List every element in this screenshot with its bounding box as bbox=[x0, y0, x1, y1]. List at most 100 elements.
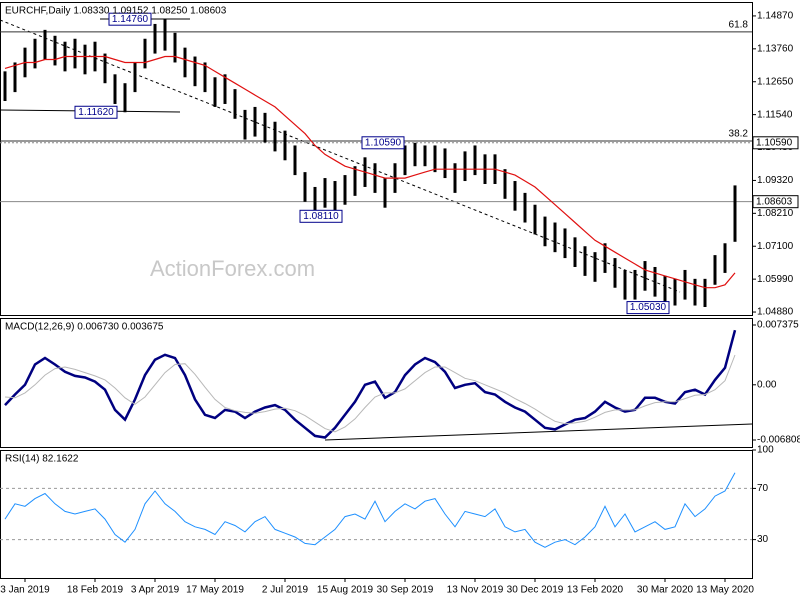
x-tick-label: 3 Apr 2019 bbox=[131, 585, 180, 596]
annotation-box bbox=[299, 209, 343, 223]
price-bar bbox=[463, 151, 467, 182]
x-tick-label: 13 May 2020 bbox=[696, 585, 754, 596]
y-tick-label: 0.00 bbox=[757, 379, 777, 390]
price-bar bbox=[543, 216, 547, 247]
price-bar bbox=[523, 192, 527, 223]
price-bar bbox=[373, 163, 377, 193]
fib-label: 61.8 bbox=[729, 20, 749, 31]
fib-label: 38.2 bbox=[729, 129, 749, 140]
annotation-label: 1.08110 bbox=[303, 211, 339, 222]
price-bar bbox=[403, 145, 407, 176]
price-marker-box bbox=[752, 136, 799, 150]
annotation-label: 1.11620 bbox=[78, 107, 114, 118]
price-bar bbox=[243, 109, 247, 140]
price-bar bbox=[73, 38, 77, 69]
price-bar bbox=[103, 53, 107, 84]
price-bar bbox=[3, 71, 7, 101]
price-bar bbox=[693, 278, 697, 306]
x-tick-label: 18 Feb 2019 bbox=[67, 585, 124, 596]
moving-average bbox=[4, 55, 736, 289]
price-bar bbox=[663, 275, 667, 308]
watermark: ActionForex.com bbox=[150, 256, 315, 281]
y-tick-label: 1.04880 bbox=[757, 307, 794, 318]
price-bar bbox=[83, 44, 87, 75]
series-line bbox=[4, 472, 736, 548]
price-bar bbox=[333, 181, 337, 211]
annotation-box bbox=[626, 301, 670, 315]
price-bar bbox=[633, 269, 637, 300]
price-bar bbox=[323, 178, 327, 208]
y-tick-label: 1.07100 bbox=[757, 241, 794, 252]
y-tick-label: 1.11540 bbox=[757, 109, 793, 120]
price-bar bbox=[533, 204, 537, 235]
price-bar bbox=[293, 145, 297, 176]
price-bar bbox=[683, 269, 687, 300]
annotation-label: 1.14760 bbox=[112, 14, 149, 25]
y-tick-label: 1.13760 bbox=[757, 43, 794, 54]
price-bar bbox=[193, 56, 197, 87]
price-bar bbox=[343, 175, 347, 205]
price-marker-label: 1.08603 bbox=[756, 196, 793, 207]
price-bar bbox=[703, 278, 707, 307]
annotation-box bbox=[74, 105, 118, 119]
x-tick-label: 15 Aug 2019 bbox=[317, 585, 374, 596]
series-line bbox=[4, 329, 737, 439]
price-bar bbox=[113, 74, 117, 104]
price-bar bbox=[573, 237, 577, 267]
price-bar bbox=[423, 145, 427, 167]
price-bar bbox=[313, 186, 317, 217]
price-bar bbox=[213, 77, 217, 107]
price-bar bbox=[253, 106, 257, 137]
annotation-label: 1.10590 bbox=[365, 137, 402, 148]
panel-frame bbox=[0, 318, 753, 448]
price-bar bbox=[643, 261, 647, 291]
price-bar bbox=[443, 148, 447, 179]
price-bar bbox=[563, 228, 567, 259]
panel-title: EURCHF,Daily 1.08330 1.09152 1.08250 1.0… bbox=[5, 6, 227, 17]
x-tick-label: 17 May 2019 bbox=[186, 585, 244, 596]
panel-frame bbox=[0, 450, 753, 579]
price-bar bbox=[453, 163, 457, 193]
price-bar bbox=[583, 246, 587, 276]
price-bar bbox=[43, 29, 47, 60]
price-bar bbox=[163, 19, 167, 51]
price-bar bbox=[623, 269, 627, 300]
price-bar bbox=[263, 112, 267, 143]
price-bar bbox=[553, 222, 557, 253]
price-bar bbox=[723, 243, 727, 273]
x-tick-label: 30 Sep 2019 bbox=[377, 585, 434, 596]
price-bar bbox=[283, 130, 287, 161]
price-bar bbox=[673, 278, 677, 306]
annotation-box bbox=[361, 136, 405, 150]
y-tick-label: 1.05990 bbox=[757, 274, 794, 285]
price-bar bbox=[733, 185, 737, 242]
y-tick-label: 1.09320 bbox=[757, 175, 794, 186]
x-tick-label: 13 Nov 2019 bbox=[447, 585, 504, 596]
y-tick-label: -0.006808 bbox=[757, 435, 800, 446]
price-bar bbox=[513, 181, 517, 211]
macd-trend-line bbox=[324, 423, 753, 441]
y-tick-label: 30 bbox=[757, 534, 769, 545]
price-bar bbox=[353, 166, 357, 196]
price-bar bbox=[33, 38, 37, 69]
trend-line bbox=[0, 19, 681, 293]
y-tick-label: 0.007375 bbox=[757, 320, 799, 331]
y-tick-label: 1.14870 bbox=[757, 11, 794, 22]
y-tick-label: 100 bbox=[757, 445, 774, 456]
price-bar bbox=[653, 266, 657, 297]
x-tick-label: 30 Dec 2019 bbox=[507, 585, 564, 596]
panel-title: RSI(14) 82.1622 bbox=[5, 454, 79, 465]
price-bar bbox=[713, 255, 717, 285]
price-bar bbox=[273, 121, 277, 152]
price-bar bbox=[223, 74, 227, 104]
price-bar bbox=[303, 172, 307, 202]
x-tick-label: 3 Jan 2019 bbox=[0, 585, 50, 596]
annotation-box bbox=[108, 12, 152, 26]
x-tick-label: 2 Jul 2019 bbox=[262, 585, 309, 596]
price-bar bbox=[383, 178, 387, 208]
price-bar bbox=[603, 243, 607, 273]
price-bar bbox=[123, 83, 127, 113]
price-bar bbox=[153, 23, 157, 54]
